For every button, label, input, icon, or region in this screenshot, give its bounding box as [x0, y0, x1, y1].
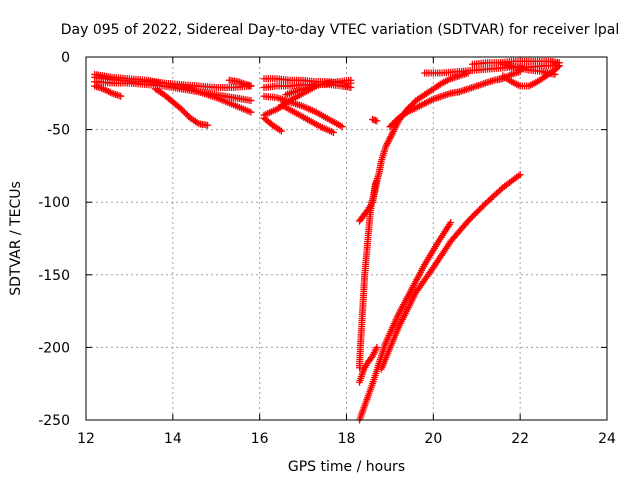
plot-frame: [85, 56, 608, 421]
data-point: [447, 219, 455, 227]
series-track: [356, 69, 472, 372]
series-track: [386, 68, 524, 131]
data-point: [373, 117, 381, 125]
series-track: [499, 62, 563, 90]
y-tick-label: -200: [38, 340, 70, 356]
data-point: [247, 82, 255, 90]
y-tick-label: -50: [47, 123, 70, 139]
chart-title: Day 095 of 2022, Sidereal Day-to-day VTE…: [61, 22, 619, 38]
grid: [86, 57, 607, 420]
x-tick-label: 12: [77, 431, 95, 447]
series-track: [369, 115, 381, 125]
series-track: [178, 82, 255, 116]
series-track: [260, 82, 320, 119]
x-axis-label: GPS time / hours: [288, 459, 405, 475]
x-tick-label: 20: [424, 431, 442, 447]
data-point: [516, 171, 524, 179]
data-point: [555, 62, 563, 70]
y-axis-label: SDTVAR / TECUs: [8, 181, 24, 296]
data-point: [247, 108, 255, 116]
data-point: [277, 127, 285, 135]
x-tick-label: 24: [598, 431, 616, 447]
series-track: [91, 73, 164, 87]
y-tick-label: -250: [38, 413, 70, 429]
data-point: [373, 343, 381, 351]
data-point: [329, 129, 337, 137]
data-point: [373, 178, 381, 186]
data-point: [338, 123, 346, 131]
series-track: [499, 60, 559, 78]
y-tick-label: -100: [38, 195, 70, 211]
data-point: [156, 79, 164, 87]
data-point: [247, 97, 255, 105]
series-track: [225, 76, 255, 90]
axis-ticks: 12 14 16 18 20 22 24 -250 -200 -150 -100 -50 0: [38, 50, 616, 447]
x-tick-label: 18: [338, 431, 356, 447]
series-track: [377, 171, 524, 373]
data-point: [117, 92, 125, 100]
y-tick-label: -150: [38, 268, 70, 284]
series-track: [260, 92, 346, 131]
x-tick-label: 14: [164, 431, 182, 447]
series-track: [356, 343, 381, 386]
x-tick-label: 22: [511, 431, 529, 447]
data-point: [347, 76, 355, 84]
y-tick-label: 0: [61, 50, 70, 66]
data-point: [551, 70, 559, 78]
series-track: [151, 85, 212, 129]
data-point: [554, 63, 562, 71]
series-track: [282, 76, 355, 99]
data-point: [347, 83, 355, 91]
x-tick-label: 16: [251, 431, 269, 447]
series-track: [356, 219, 455, 424]
series-track: [356, 178, 381, 225]
data-point: [204, 121, 212, 129]
data-points: [91, 57, 563, 424]
series-track: [91, 82, 125, 100]
